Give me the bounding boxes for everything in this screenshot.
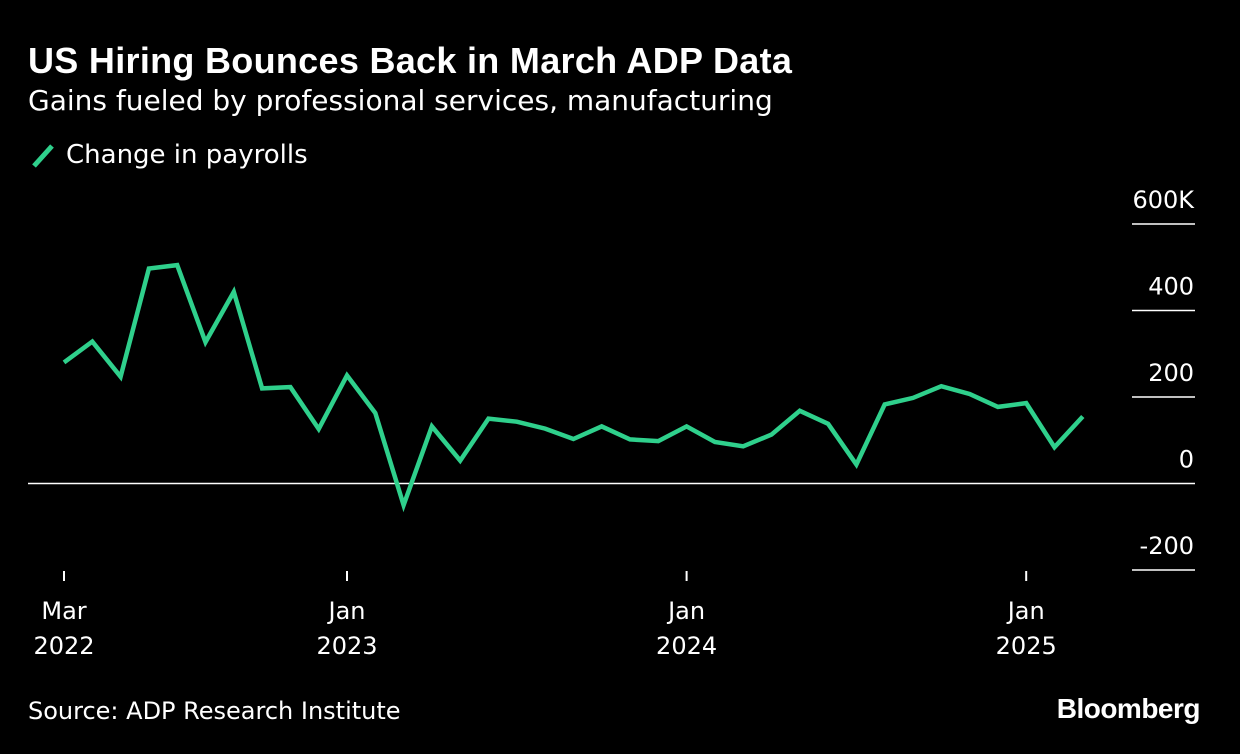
x-tick-year: 2022 [33,632,94,660]
series-line-change-in-payrolls [62,262,1085,513]
y-axis: 600K 400 200 0 -200 [28,186,1195,571]
x-tick-month: Mar [41,597,86,625]
series-layer [62,262,1085,513]
legend-line-icon [32,144,54,168]
x-tick-month: Jan [327,597,366,625]
x-tick-year: 2025 [996,632,1057,660]
y-tick-label: 0 [1179,446,1194,474]
x-tick-month: Jan [666,597,705,625]
chart-title: US Hiring Bounces Back in March ADP Data [28,40,793,81]
y-tick-label: -200 [1140,532,1194,560]
x-tick-year: 2024 [656,632,717,660]
chart-subtitle: Gains fueled by professional services, m… [28,84,773,117]
y-tick-label: 400 [1148,273,1194,301]
chart-legend: Change in payrolls [28,140,308,170]
x-tick-year: 2023 [316,632,377,660]
y-tick-label: 600K [1132,186,1195,214]
y-tick-label: 200 [1148,359,1194,387]
x-tick-month: Jan [1006,597,1045,625]
bloomberg-logo: Bloomberg [1056,693,1201,724]
source-note: Source: ADP Research Institute [28,697,401,725]
legend-label: Change in payrolls [66,140,308,170]
x-axis: Mar 2022 Jan 2023 Jan 2024 Jan 2025 [33,571,1057,660]
